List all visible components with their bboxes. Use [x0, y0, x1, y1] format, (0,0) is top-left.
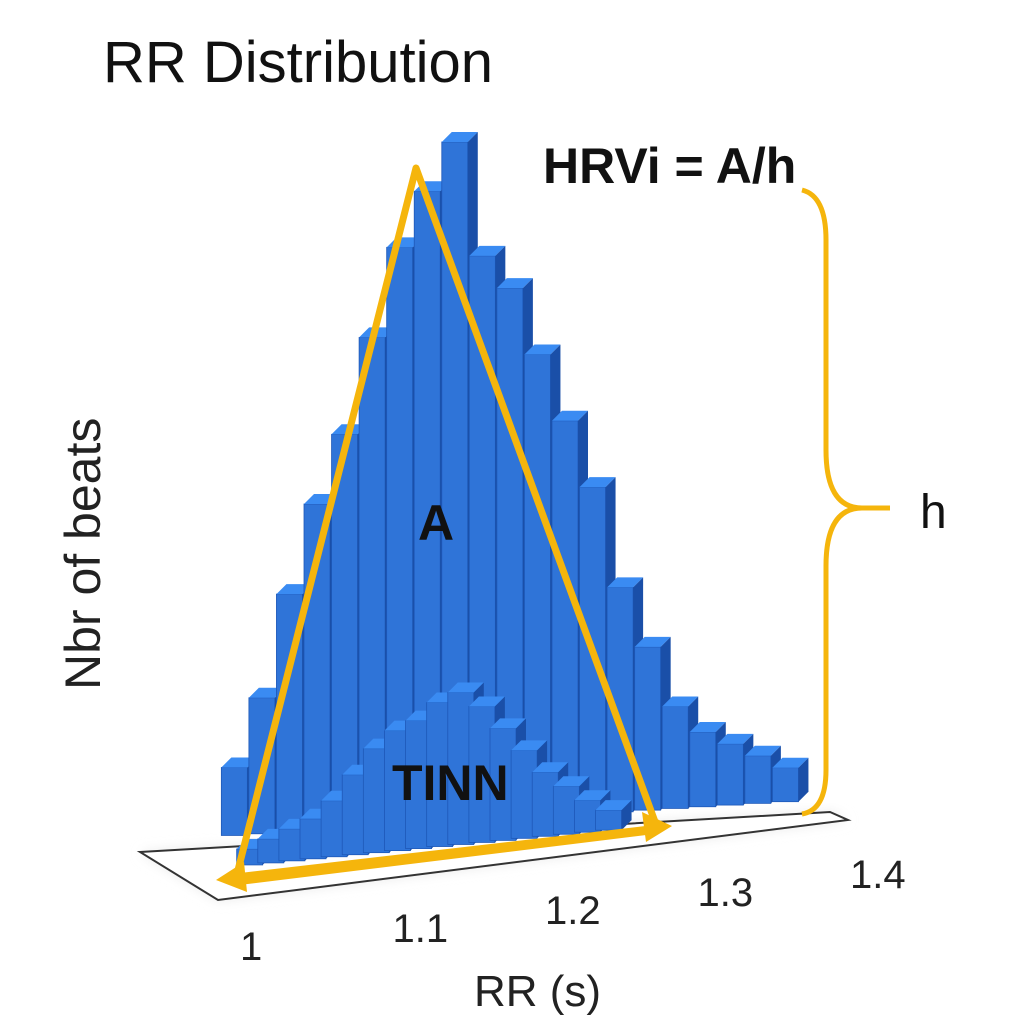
histogram-bar: [744, 745, 781, 804]
histogram-bars-front: [236, 682, 632, 866]
area-label: A: [418, 495, 454, 551]
x-tick-label: 1.3: [698, 871, 754, 915]
height-label: h: [920, 486, 947, 539]
y-axis-label: Nbr of beats: [55, 418, 111, 690]
histogram-bars-back: [220, 131, 809, 836]
x-axis-ticks: 1 1.1 1.2 1.3 1.4: [240, 853, 906, 969]
chart-title: RR Distribution: [103, 30, 493, 95]
histogram-bar: [772, 757, 809, 803]
x-tick-label: 1.1: [393, 907, 449, 951]
x-tick-label: 1: [240, 925, 262, 969]
x-axis-label: RR (s): [474, 967, 601, 1016]
triangle-overlay: [216, 164, 890, 892]
x-tick-label: 1.2: [545, 889, 601, 933]
tinn-arrow-left-head: [216, 862, 247, 892]
height-brace: [801, 187, 890, 817]
x-tick-label: 1.4: [850, 853, 906, 897]
formula-label: HRVi = A/h: [543, 138, 796, 194]
tinn-label: TINN: [392, 755, 509, 811]
tinn-arrow-right-head: [642, 812, 672, 842]
histogram-bar: [595, 800, 632, 831]
tinn-arrow-line: [235, 825, 651, 881]
